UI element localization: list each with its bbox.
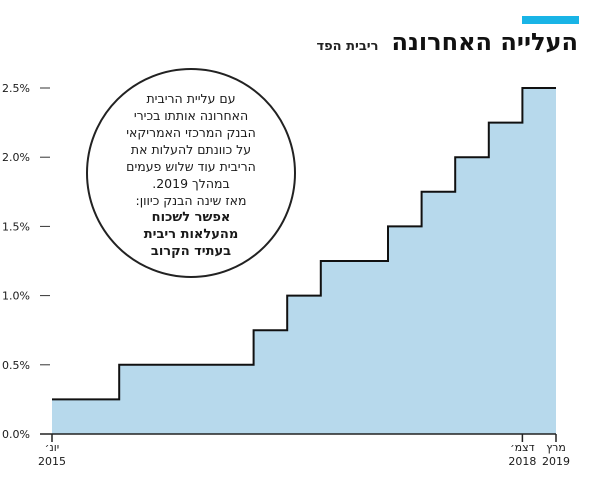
- callout-bold-line: בעתיד הקרוב: [150, 244, 232, 259]
- callout-bold-line: מהעלאות ריבית: [143, 227, 239, 242]
- x-tick-year: 2015: [38, 455, 66, 468]
- chart-subtitle: ריבית הפד: [316, 39, 379, 54]
- y-axis: 0.0% 0.5% 1.0% 1.5% 2.0% 2.5%: [2, 82, 50, 441]
- callout-line: מאז שינה הבנק כיוון:: [135, 193, 247, 208]
- callout-text: עם עליית הריבית האחרונה אותתו בכירי הבנק…: [96, 90, 286, 260]
- x-tick-month: דצמ׳: [510, 441, 535, 454]
- y-tick-label: 0.0%: [2, 428, 30, 441]
- callout-line: הריבית עוד שלוש פעמים: [126, 159, 256, 174]
- rate-step-line: [52, 87, 556, 401]
- y-tick-label: 2.5%: [2, 82, 30, 95]
- x-tick-year: 2018: [508, 455, 536, 468]
- callout-line: על כוונתם להעלות את: [130, 142, 252, 157]
- callout-line: הבנק המרכזי האמריקאי: [126, 125, 256, 140]
- callout-line: במהלך 2019.: [152, 176, 230, 191]
- x-tick-year: 2019: [542, 455, 570, 468]
- x-tick-month: יונ׳: [45, 441, 59, 454]
- y-tick-label: 1.5%: [2, 220, 30, 233]
- callout-circle: [86, 68, 296, 278]
- header: העלייה האחרונה ריבית הפד: [316, 28, 578, 56]
- x-tick-month: מרץ: [546, 441, 566, 454]
- accent-bar: [522, 16, 579, 24]
- rate-area: [52, 88, 556, 434]
- callout-line: עם עליית הריבית: [146, 91, 236, 106]
- y-tick-label: 0.5%: [2, 359, 30, 372]
- callout-line: האחרונה אותתו בכירי: [133, 108, 249, 123]
- chart-title: העלייה האחרונה: [391, 28, 578, 56]
- y-tick-label: 1.0%: [2, 290, 30, 303]
- y-tick-label: 2.0%: [2, 151, 30, 164]
- callout-bold-line: אפשר לשכוח: [151, 210, 231, 225]
